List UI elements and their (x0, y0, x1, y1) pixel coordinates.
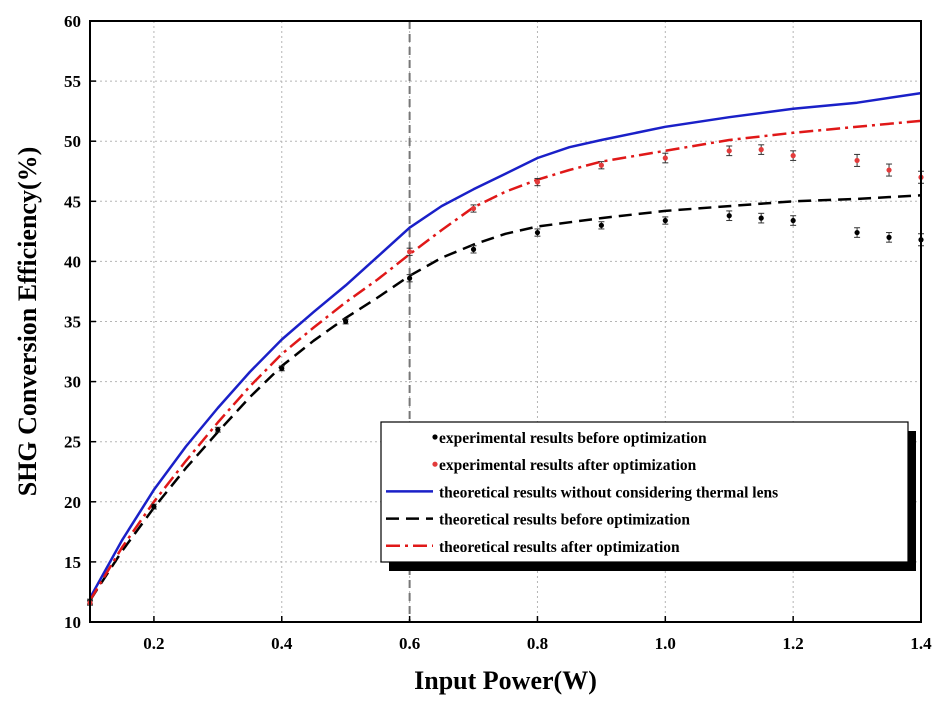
data-point (598, 222, 604, 228)
data-point (470, 246, 477, 252)
y-tick-label: 10 (64, 613, 81, 632)
data-point (407, 249, 413, 255)
y-tick-label: 45 (64, 192, 81, 211)
legend-label: experimental results after optimization (439, 457, 697, 474)
y-tick-label: 20 (64, 493, 81, 512)
series-line (88, 119, 922, 602)
legend-marker (432, 434, 438, 440)
y-tick-label: 25 (64, 433, 81, 452)
axis-ticks-layer: 0.2 0.4 0.6 0.8 1.0 1.2 1.4 10 15 20 25 30 35 40 45 50 5… (64, 12, 932, 653)
data-point (790, 153, 796, 159)
data-point (534, 179, 541, 185)
data-point (343, 318, 349, 325)
legend-box (380, 421, 909, 563)
series-line (88, 91, 922, 599)
x-axis-title: Input Power(W) (414, 666, 597, 695)
y-tick-label: 15 (64, 553, 81, 572)
data-point (279, 365, 285, 371)
data-point (598, 162, 604, 168)
data-point (854, 229, 860, 236)
x-tick-label: 0.2 (143, 634, 164, 653)
y-tick-label: 35 (64, 313, 81, 332)
data-point (726, 148, 732, 154)
x-tick-label: 0.8 (527, 634, 548, 653)
legend-label: theoretical results without considering … (439, 484, 778, 501)
data-point (662, 155, 668, 161)
data-point (886, 167, 892, 173)
data-point (151, 504, 157, 510)
legend-label: experimental results before optimization (439, 430, 707, 447)
data-point (215, 427, 221, 433)
legend: experimental results before optimization… (380, 421, 916, 571)
data-point (790, 217, 796, 224)
data-point (407, 275, 413, 281)
y-tick-label: 30 (64, 373, 81, 392)
data-point (758, 147, 764, 153)
y-axis-title: SHG Conversion Efficiency(%) (13, 147, 42, 497)
x-tick-label: 0.4 (271, 634, 293, 653)
data-point (758, 215, 764, 221)
legend-label: theoretical results after optimization (439, 539, 680, 556)
legend-label: theoretical results before optimization (439, 512, 690, 529)
data-point (726, 213, 732, 219)
data-point (662, 217, 668, 224)
grid-layer (90, 20, 922, 623)
data-point (886, 234, 892, 240)
legend-marker (432, 461, 438, 467)
x-tick-label: 0.6 (399, 634, 420, 653)
data-point (470, 205, 477, 212)
x-tick-label: 1.2 (783, 634, 804, 653)
x-tick-label: 1.0 (655, 634, 676, 653)
y-tick-label: 50 (64, 132, 81, 151)
y-tick-label: 55 (64, 72, 81, 91)
x-tick-label: 1.4 (910, 634, 932, 653)
data-point (534, 229, 541, 236)
y-tick-label: 60 (64, 12, 81, 31)
y-tick-label: 40 (64, 252, 81, 271)
data-point (854, 157, 860, 164)
